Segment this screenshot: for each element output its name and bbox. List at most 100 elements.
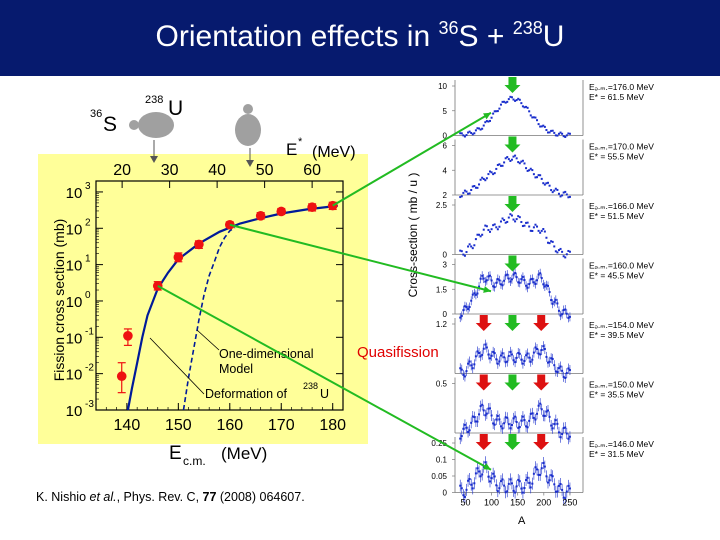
green-arrow [504, 315, 521, 331]
mass-distribution-point [543, 183, 546, 186]
panel-excitation-label: E* = 45.5 MeV [589, 271, 644, 281]
mass-distribution-point [515, 99, 518, 102]
mass-distribution-point [495, 110, 498, 113]
mass-distribution-point [567, 249, 570, 252]
mass-distribution-point [550, 129, 553, 132]
panel-y-tick-label: 0 [443, 251, 448, 260]
mass-distribution-point [523, 106, 526, 109]
top-axis-label: E [286, 140, 297, 159]
mass-distribution-point [484, 121, 487, 124]
mass-distribution-point [510, 158, 513, 161]
mass-distribution-point [510, 96, 513, 99]
mass-distribution-point [534, 116, 537, 119]
mass-distribution-point [528, 225, 531, 228]
mass-distribution-point [542, 124, 545, 127]
mass-distribution-point [548, 131, 551, 134]
left-annotations: One-dimensional Model Deformation of 238… [149, 329, 329, 401]
mass-distribution-point [546, 181, 549, 184]
mass-distribution-point [525, 221, 528, 224]
mass-distribution-point [473, 132, 476, 135]
mass-distribution-point [509, 159, 512, 162]
mass-distribution-point [518, 216, 521, 219]
panel-y-tick-label: 10 [438, 82, 447, 91]
x-tick-label: 180 [319, 417, 346, 434]
panel-excitation-label: E* = 31.5 MeV [589, 449, 644, 459]
mass-distribution-point [556, 134, 559, 137]
mass-distribution-point [498, 107, 501, 110]
mass-distribution-point [465, 190, 468, 193]
mass-distribution-point [526, 169, 529, 172]
data-point [123, 331, 133, 341]
right-x-tick-label: 100 [484, 498, 499, 508]
mass-distribution-point [520, 160, 523, 163]
mass-distribution-point [556, 251, 559, 254]
one-dim-label-line2: Model [219, 362, 253, 376]
bottom-axis-unit: (MeV) [221, 444, 267, 463]
panel-y-tick-label: 0 [443, 310, 448, 319]
connector-arrowhead [483, 463, 491, 470]
mass-distribution-point [550, 240, 553, 243]
right-x-tick-label: 250 [562, 498, 577, 508]
y-tick-label: 10 [66, 294, 83, 311]
mass-distribution-point [473, 185, 476, 188]
panel-y-tick-label: 1.5 [436, 285, 448, 294]
mass-distribution-point [481, 233, 484, 236]
mass-distribution-point [490, 116, 493, 119]
red-arrow [475, 374, 492, 391]
mass-distribution-point [506, 100, 509, 103]
panel-y-tick-label: 2.5 [436, 201, 448, 210]
mass-distribution-point [518, 98, 521, 101]
deformation-label: Deformation of [205, 387, 288, 401]
s-symbol-label: S [103, 113, 117, 136]
x-tick-label: 140 [114, 417, 141, 434]
mass-distribution-point [459, 249, 462, 252]
mass-distribution-point [501, 164, 504, 167]
mass-distribution-point [557, 132, 560, 135]
mass-distribution-point [493, 110, 496, 113]
panel-excitation-label: E* = 39.5 MeV [589, 330, 644, 340]
red-arrow [533, 374, 550, 391]
mass-distribution-point [492, 173, 495, 176]
mass-distribution-point [482, 228, 485, 231]
one-dim-label-line1: One-dimensional [219, 347, 314, 361]
mass-distribution-point [473, 244, 476, 247]
data-point [307, 202, 317, 213]
panel-ecm-label: Eₔ.ₘ.=170.0 MeV [589, 142, 654, 152]
y-tick-label: 10 [66, 221, 83, 238]
y-tick-exponent: 2 [85, 217, 91, 228]
mass-distribution-point [463, 135, 466, 138]
panel-excitation-label: E* = 35.5 MeV [589, 390, 644, 400]
right-x-axis-label: A [518, 515, 526, 527]
panel-excitation-label: E* = 61.5 MeV [589, 92, 644, 102]
panel-y-tick-label: 0 [443, 489, 448, 498]
y-tick-exponent: 0 [85, 290, 91, 301]
mass-distribution-point [548, 242, 551, 245]
mass-distribution-point [506, 156, 509, 159]
mass-distribution-point [537, 229, 540, 232]
y-tick-exponent: -2 [85, 363, 94, 374]
panel-ecm-label: Eₔ.ₘ.=166.0 MeV [589, 201, 654, 211]
mass-distribution-point [556, 188, 559, 191]
mass-distribution-point [561, 194, 564, 197]
mass-distribution-point [460, 132, 463, 135]
mass-distribution-point [503, 161, 506, 164]
mass-distribution-point [523, 162, 526, 165]
red-arrow [533, 434, 550, 450]
mass-distribution-point [479, 235, 482, 238]
mass-distribution-point [507, 158, 510, 161]
u-symbol-label: U [168, 97, 183, 120]
y-tick-label: 10 [66, 330, 83, 347]
mass-distribution-point [559, 247, 562, 250]
mass-distribution-point [487, 173, 490, 176]
mass-distribution-point [517, 215, 520, 218]
y-tick-exponent: -3 [85, 399, 94, 410]
x-tick-label: 150 [165, 417, 192, 434]
connector-lines [157, 111, 492, 471]
mass-distribution-point [459, 196, 462, 199]
mass-distribution-point [534, 176, 537, 179]
mass-distribution-point [485, 225, 488, 228]
connector-line [332, 111, 492, 207]
mass-distribution-point [476, 186, 479, 189]
mass-distribution-point [567, 196, 570, 199]
